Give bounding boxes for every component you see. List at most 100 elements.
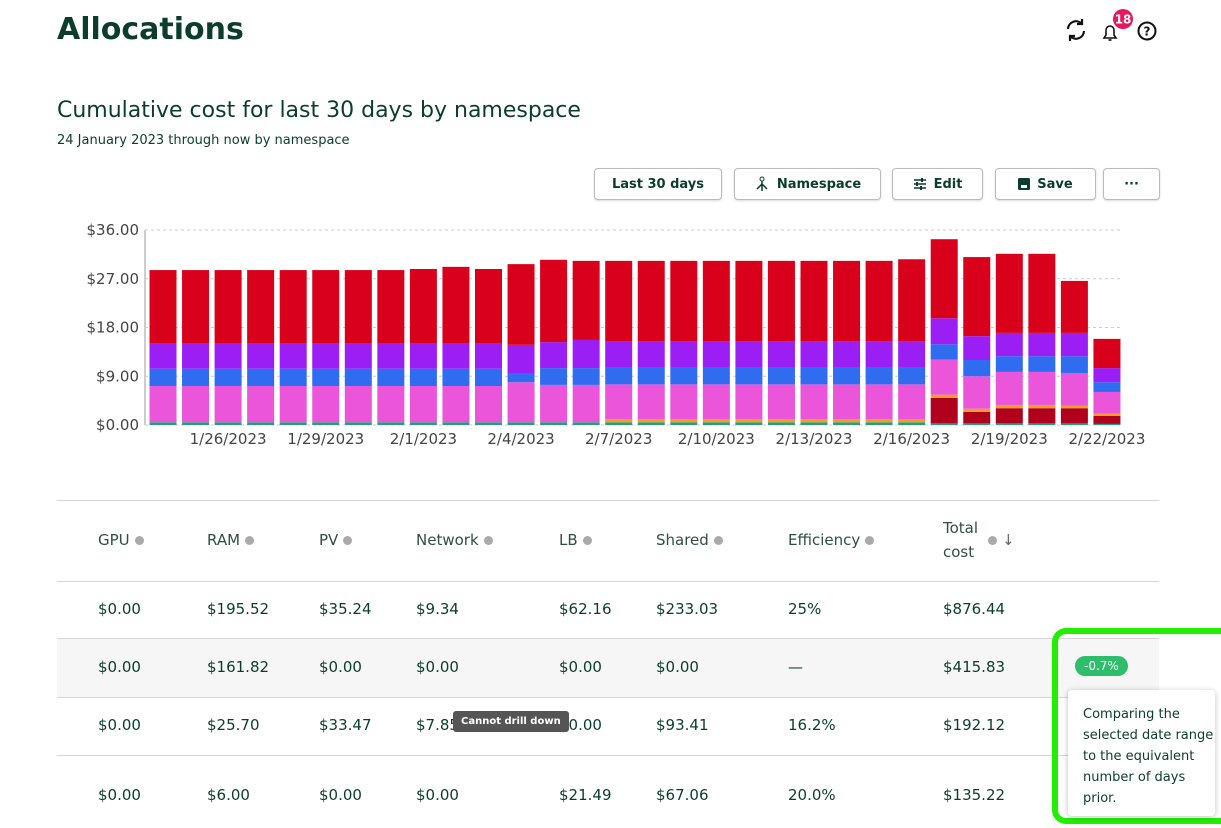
bar-segment xyxy=(377,343,405,369)
change-badge[interactable]: -0.7% xyxy=(1075,656,1128,676)
column-header: Efficiency xyxy=(788,531,875,549)
bar-segment xyxy=(637,384,665,420)
info-icon[interactable] xyxy=(245,535,255,545)
table-cell: $0.00 xyxy=(416,786,459,804)
header-label[interactable]: Shared xyxy=(656,531,709,549)
column-header: Total cost ↓ xyxy=(943,516,1033,564)
bar-segment xyxy=(995,423,1023,425)
bar-segment xyxy=(1028,332,1056,357)
bar-segment xyxy=(409,269,437,344)
bar-segment xyxy=(670,341,698,368)
bar-segment xyxy=(670,367,698,385)
table-cell: $9.34 xyxy=(416,600,459,618)
x-tick-label: 2/22/2023 xyxy=(1068,430,1145,448)
bar-segment xyxy=(963,408,991,412)
bar-segment xyxy=(182,422,210,425)
bar-segment xyxy=(1028,356,1056,372)
info-icon[interactable] xyxy=(134,535,144,545)
header-label[interactable]: LB xyxy=(559,531,578,549)
row-divider xyxy=(57,581,1159,582)
svg-text:?: ? xyxy=(1144,25,1151,39)
x-tick-label: 1/26/2023 xyxy=(190,430,267,448)
bar-segment xyxy=(637,341,665,368)
bar-segment xyxy=(409,368,437,386)
bar-segment xyxy=(865,367,893,385)
bar-segment xyxy=(507,422,535,425)
header-icons: 18 ? xyxy=(1066,9,1157,41)
bar-segment xyxy=(182,270,210,344)
bar-segment xyxy=(995,332,1023,357)
bar-segment xyxy=(702,419,730,423)
refresh-icon[interactable] xyxy=(1066,19,1086,41)
button-label: Last 30 days xyxy=(611,176,705,192)
more-button[interactable]: ··· xyxy=(1103,168,1160,200)
bar-segment xyxy=(507,264,535,345)
table-cell: $21.49 xyxy=(559,786,612,804)
table-cell: $0.00 xyxy=(98,786,141,804)
bar-segment xyxy=(475,422,502,425)
sort-icon[interactable]: ↓ xyxy=(1002,531,1015,549)
bar-segment xyxy=(1060,373,1088,406)
info-icon[interactable] xyxy=(483,535,493,545)
info-icon[interactable] xyxy=(713,535,723,545)
bar-segment xyxy=(312,422,340,425)
bar-segment xyxy=(767,384,795,420)
date-range-button[interactable]: Last 30 days xyxy=(594,168,722,200)
table-cell: $6.00 xyxy=(207,786,250,804)
bar-segment xyxy=(1093,415,1121,424)
bar-segment xyxy=(963,360,991,377)
column-header: PV xyxy=(319,531,353,549)
table-cell: $0.00 xyxy=(98,658,141,676)
notification-badge xyxy=(1113,9,1133,29)
save-button[interactable]: Save xyxy=(995,168,1096,200)
bar-segment xyxy=(475,343,502,369)
bell-icon[interactable] xyxy=(1102,25,1118,41)
header-label[interactable]: Total cost xyxy=(943,519,979,561)
header-label[interactable]: PV xyxy=(319,531,339,549)
x-tick-label: 2/4/2023 xyxy=(487,430,554,448)
info-icon[interactable] xyxy=(988,535,997,545)
bar-segment xyxy=(800,419,828,423)
bar-segment xyxy=(702,422,730,425)
header-label[interactable]: RAM xyxy=(207,531,241,549)
button-label: Namespace xyxy=(776,176,862,192)
bar-segment xyxy=(605,367,633,385)
help-icon[interactable]: ? xyxy=(1137,21,1157,41)
button-label: ··· xyxy=(1124,176,1139,192)
bar-segment xyxy=(963,423,991,425)
bar-segment xyxy=(800,384,828,420)
bar-segment xyxy=(540,342,568,369)
edit-button[interactable]: Edit xyxy=(892,168,983,200)
column-header: Shared xyxy=(656,531,723,549)
table-cell: $195.52 xyxy=(207,600,270,618)
info-icon[interactable] xyxy=(343,535,353,545)
table-cell: $62.16 xyxy=(559,600,612,618)
bar-segment xyxy=(1093,391,1121,414)
bar-segment xyxy=(149,386,177,423)
info-icon[interactable] xyxy=(865,535,875,545)
bar-segment xyxy=(247,422,275,425)
bar-segment xyxy=(930,344,958,360)
bar-segment xyxy=(865,422,893,425)
table-cell: $35.24 xyxy=(319,600,372,618)
button-label: Save xyxy=(1037,176,1073,192)
header-label[interactable]: Efficiency xyxy=(788,531,861,549)
bar-segment xyxy=(1060,405,1088,409)
bar-segment xyxy=(475,368,502,386)
bar-segment xyxy=(898,259,926,342)
table-cell: $192.12 xyxy=(943,716,1006,734)
header-label[interactable]: GPU xyxy=(98,531,130,549)
bar-segment xyxy=(214,386,242,423)
report-title: Cumulative cost for last 30 days by name… xyxy=(57,98,581,123)
bar-segment xyxy=(572,422,600,425)
bar-segment xyxy=(605,260,633,342)
bar-segment xyxy=(670,422,698,425)
bar-segment xyxy=(344,422,372,425)
info-icon[interactable] xyxy=(582,535,592,545)
notification-count: 18 xyxy=(1115,13,1132,27)
header-label[interactable]: Network xyxy=(416,531,479,549)
x-tick-label: 2/16/2023 xyxy=(873,430,950,448)
bar-segment xyxy=(312,343,340,369)
table-cell: $415.83 xyxy=(943,658,1006,676)
aggregate-button[interactable]: Namespace xyxy=(734,168,881,200)
